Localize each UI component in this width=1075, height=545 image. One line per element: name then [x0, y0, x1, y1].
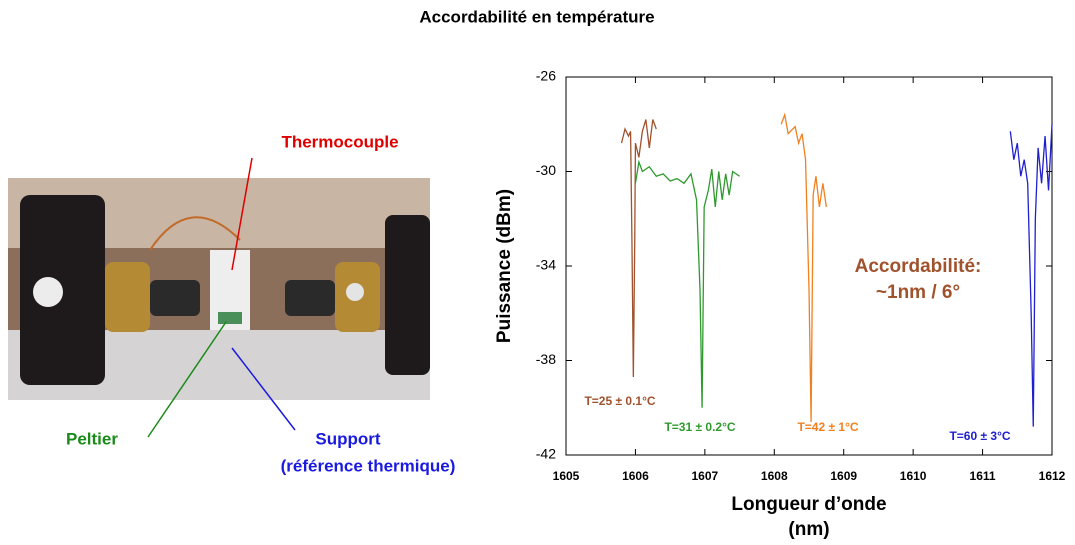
x-tick-label: 1611: [970, 469, 996, 483]
annotation: Accordabilité:: [855, 256, 982, 277]
series-line: [1009, 124, 1053, 427]
photo: [8, 157, 430, 438]
x-tick-label: 1606: [622, 469, 649, 483]
annotation: ~1nm / 6°: [876, 282, 960, 303]
x-tick-label: 1610: [900, 469, 927, 483]
y-tick-label: -34: [536, 257, 556, 273]
photo-label: Thermocouple: [281, 132, 398, 151]
x-tick-label: 1608: [761, 469, 788, 483]
photo-label: Support: [315, 429, 380, 448]
y-tick-label: -30: [536, 162, 556, 178]
y-tick-label: -42: [536, 446, 556, 462]
series-label: T=25 ± 0.1°C: [584, 394, 655, 408]
series-line: [634, 159, 740, 408]
x-tick-label: 1605: [553, 469, 580, 483]
x-tick-label: 1612: [1039, 469, 1066, 483]
x-axis-label: (nm): [788, 519, 829, 540]
x-axis-label: Longueur d’onde: [731, 494, 886, 515]
x-tick-label: 1607: [692, 469, 719, 483]
series-label: T=60 ± 3°C: [949, 429, 1010, 443]
series-label: T=42 ± 1°C: [797, 420, 858, 434]
series-line: [620, 119, 657, 378]
y-tick-label: -38: [536, 351, 556, 367]
series-label: T=31 ± 0.2°C: [664, 420, 735, 434]
y-tick-label: -26: [536, 68, 556, 84]
photo-label: (référence thermique): [281, 456, 456, 475]
photo-label: Peltier: [66, 429, 118, 448]
y-axis-label: Puissance (dBm): [494, 189, 515, 343]
x-tick-label: 1609: [830, 469, 857, 483]
slide-title: Accordabilité en température: [419, 7, 654, 26]
series-line: [780, 112, 828, 422]
